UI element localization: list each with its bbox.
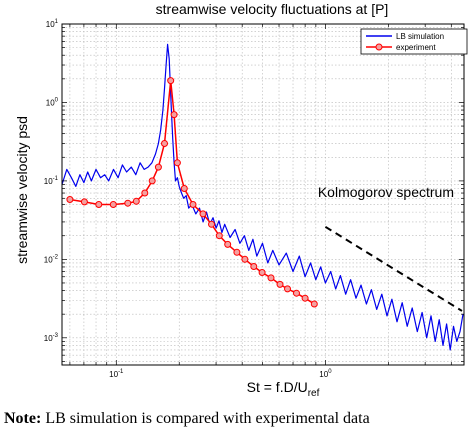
y-tick-label: 100 — [46, 97, 59, 107]
experiment-point — [189, 201, 197, 208]
experiment-point — [224, 240, 232, 248]
experiment-point — [161, 140, 168, 147]
x-axis-label-subscript: ref — [308, 388, 320, 399]
y-tick-label: 10-3 — [44, 333, 59, 343]
experiment-point — [215, 232, 223, 240]
note-text: LB simulation is compared with experimen… — [41, 410, 370, 427]
experiment-point — [170, 111, 178, 119]
x-axis-label: St = f.D/Uref — [247, 379, 320, 399]
y-tick-label: 101 — [46, 19, 59, 29]
experiment-point — [208, 220, 215, 228]
kolmogorov-label: Kolmogorov spectrum — [318, 184, 454, 200]
note-label: Note: — [4, 410, 42, 427]
chart-title: streamwise velocity fluctuations at [P] — [156, 1, 389, 17]
experiment-point — [233, 248, 241, 256]
kolmogorov-line — [324, 225, 463, 312]
plot-frame — [61, 23, 465, 366]
figure-note: Note: LB simulation is compared with exp… — [4, 410, 370, 428]
kolmogorov-annotation: Kolmogorov spectrum — [318, 184, 463, 312]
legend: LB simulation experiment — [360, 28, 468, 55]
experiment-point — [109, 201, 117, 208]
experiment-point — [66, 196, 74, 203]
experiment-point — [180, 185, 188, 192]
series-line-lb-simulation — [61, 43, 464, 351]
experiment-point — [132, 197, 140, 205]
experiment-point — [310, 300, 318, 308]
experiment-point — [148, 177, 156, 185]
x-axis-label-main: St = f.D/U — [247, 379, 308, 395]
experiment-point — [95, 201, 103, 208]
experiment-point — [284, 285, 291, 293]
legend-label-exp: experiment — [396, 43, 436, 52]
x-tick-label: 100 — [319, 369, 332, 379]
experiment-point — [250, 263, 258, 270]
legend-marker-exp — [375, 43, 383, 51]
legend-label-lb: LB simulation — [396, 32, 444, 41]
experiment-point — [241, 255, 249, 263]
y-tick-label: 10-1 — [44, 176, 59, 186]
axis-ticks: 101 100 10-1 10-2 10-3 10-1 100 — [44, 19, 464, 379]
experiment-point — [276, 280, 284, 288]
experiment-point — [124, 199, 132, 207]
psd-chart: streamwise velocity fluctuations at [P] … — [14, 1, 468, 399]
experiment-point — [154, 163, 162, 171]
experiment-point — [80, 198, 88, 206]
y-tick-label: 10-2 — [44, 254, 59, 264]
experiment-point — [167, 77, 175, 85]
series-layer — [61, 43, 464, 351]
experiment-point — [301, 294, 309, 302]
y-axis-label: streamwise velocity psd — [14, 116, 30, 264]
experiment-point — [141, 189, 149, 197]
experiment-point — [173, 159, 181, 167]
experiment-point — [293, 289, 300, 297]
experiment-point — [258, 269, 266, 276]
x-tick-label: 10-1 — [109, 369, 124, 379]
experiment-point — [199, 210, 207, 218]
experiment-point — [267, 274, 275, 282]
